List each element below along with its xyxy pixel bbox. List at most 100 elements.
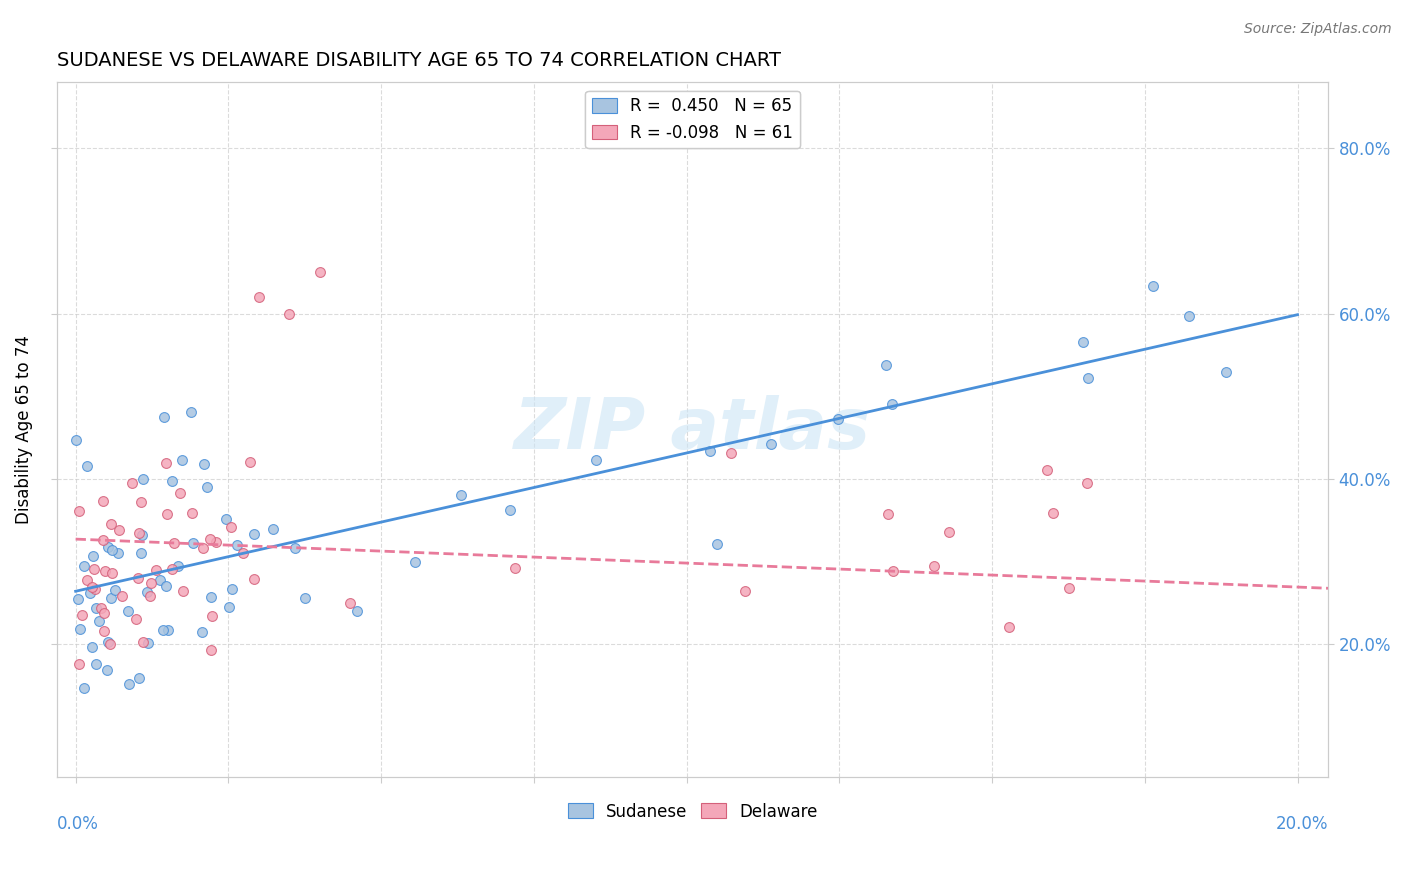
Point — [66, 591, 89, 606]
Point — [876, 507, 898, 521]
Point — [139, 589, 162, 603]
Point — [84, 600, 107, 615]
Text: Source: ZipAtlas.com: Source: ZipAtlas.com — [1244, 22, 1392, 37]
Text: ZIP atlas: ZIP atlas — [515, 395, 872, 464]
Point — [149, 574, 172, 588]
Point — [734, 583, 756, 598]
Point — [155, 456, 177, 470]
Point — [195, 481, 218, 495]
Point — [104, 583, 127, 598]
Point — [346, 604, 368, 618]
Point — [70, 607, 93, 622]
Point — [875, 358, 897, 372]
Point — [69, 622, 91, 636]
Point — [827, 412, 849, 426]
Point — [84, 657, 107, 671]
Point — [132, 472, 155, 486]
Point — [247, 290, 270, 304]
Point — [450, 488, 472, 502]
Point — [201, 609, 224, 624]
Point — [309, 265, 332, 279]
Point — [107, 546, 129, 560]
Point — [503, 560, 526, 574]
Point — [136, 584, 159, 599]
Text: SUDANESE VS DELAWARE DISABILITY AGE 65 TO 74 CORRELATION CHART: SUDANESE VS DELAWARE DISABILITY AGE 65 T… — [58, 51, 782, 70]
Point — [1077, 371, 1099, 385]
Point — [121, 475, 143, 490]
Point — [100, 516, 122, 531]
Point — [76, 573, 98, 587]
Point — [218, 599, 240, 614]
Point — [91, 533, 114, 548]
Point — [278, 307, 301, 321]
Point — [880, 397, 903, 411]
Point — [87, 615, 110, 629]
Point — [1036, 463, 1059, 477]
Point — [200, 590, 222, 604]
Point — [1177, 310, 1199, 324]
Point — [938, 524, 960, 539]
Point — [585, 453, 607, 467]
Point — [699, 444, 721, 458]
Point — [82, 549, 104, 563]
Point — [1057, 581, 1080, 595]
Point — [706, 537, 728, 551]
Point — [67, 504, 90, 518]
Point — [219, 519, 242, 533]
Point — [152, 624, 174, 638]
Point — [131, 527, 153, 541]
Point — [167, 558, 190, 573]
Point — [221, 582, 243, 596]
Point — [499, 502, 522, 516]
Point — [152, 410, 174, 425]
Point — [214, 512, 236, 526]
Point — [284, 541, 307, 555]
Y-axis label: Disability Age 65 to 74: Disability Age 65 to 74 — [15, 335, 32, 524]
Point — [97, 635, 120, 649]
Point — [80, 580, 103, 594]
Point — [160, 474, 183, 488]
Point — [94, 564, 117, 578]
Point — [90, 600, 112, 615]
Point — [169, 486, 191, 500]
Point — [226, 538, 249, 552]
Point — [98, 637, 121, 651]
Point — [1076, 475, 1098, 490]
Point — [160, 561, 183, 575]
Point — [156, 507, 179, 521]
Point — [998, 619, 1021, 633]
Point — [200, 643, 222, 657]
Point — [243, 572, 266, 586]
Point — [117, 604, 139, 618]
Point — [163, 536, 186, 550]
Point — [339, 596, 361, 610]
Point — [156, 623, 179, 637]
Point — [101, 566, 124, 580]
Legend: R =  0.450   N = 65, R = -0.098   N = 61: R = 0.450 N = 65, R = -0.098 N = 61 — [585, 91, 800, 148]
Point — [127, 571, 149, 585]
Point — [76, 458, 98, 473]
Point — [108, 523, 131, 537]
Point — [180, 404, 202, 418]
Point — [922, 559, 945, 574]
Text: 20.0%: 20.0% — [1275, 814, 1329, 833]
Point — [67, 657, 90, 671]
Point — [155, 579, 177, 593]
Point — [136, 636, 159, 650]
Point — [170, 453, 193, 467]
Point — [181, 535, 204, 549]
Point — [232, 546, 254, 560]
Point — [79, 586, 101, 600]
Point — [761, 437, 783, 451]
Point — [242, 527, 264, 541]
Point — [131, 634, 153, 648]
Point — [128, 525, 150, 540]
Point — [720, 446, 742, 460]
Point — [882, 564, 904, 578]
Point — [96, 663, 118, 677]
Point — [93, 624, 115, 639]
Point — [173, 584, 195, 599]
Point — [191, 541, 214, 555]
Point — [180, 506, 202, 520]
Point — [131, 546, 153, 560]
